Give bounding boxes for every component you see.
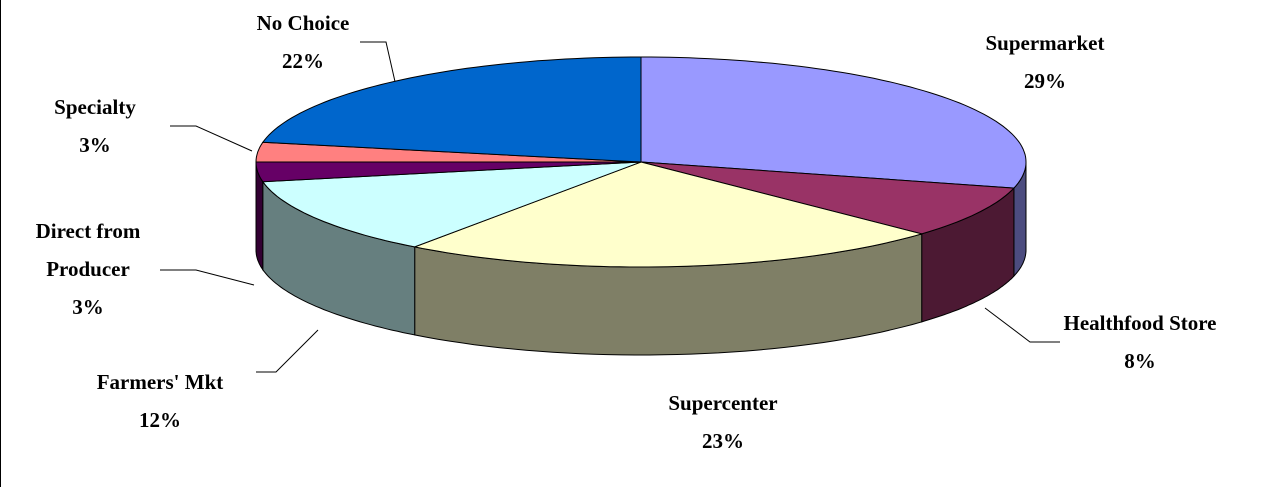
category-label: Healthfood Store: [1063, 311, 1217, 335]
slice-label: Supermarket 29%: [945, 24, 1145, 100]
category-label: No Choice: [256, 11, 350, 35]
leader-lines: [160, 41, 1060, 373]
slice: [255, 161, 642, 183]
slice-label: Specialty 3%: [20, 88, 170, 164]
category-label: Supercenter: [668, 391, 778, 415]
value-label: 8%: [1124, 349, 1156, 373]
slices: [255, 56, 1027, 268]
category-label: Farmers' Mkt: [96, 370, 224, 394]
value-label: 12%: [139, 408, 181, 432]
category-label: Direct from Producer: [35, 219, 141, 281]
slice-label: Healthfood Store 8%: [1030, 304, 1250, 380]
walls: [255, 162, 1027, 356]
value-label: 3%: [72, 295, 104, 319]
leader-line: [256, 329, 319, 373]
slice: [261, 161, 642, 248]
value-label: 29%: [1024, 69, 1066, 93]
slice-label: No Choice 22%: [223, 4, 383, 80]
leader-line: [170, 125, 253, 152]
slice: [640, 161, 1016, 235]
value-label: 3%: [79, 133, 111, 157]
slice-label: Supercenter 23%: [623, 384, 823, 460]
leader-line: [984, 307, 1060, 343]
slice: [261, 56, 642, 163]
value-label: 22%: [282, 49, 324, 73]
slice: [412, 161, 924, 268]
slice-label: Direct from Producer 3%: [3, 212, 173, 326]
leader-line: [160, 269, 255, 286]
slice-label: Farmers' Mkt 12%: [60, 363, 260, 439]
slice: [640, 56, 1027, 189]
category-label: Specialty: [54, 95, 136, 119]
value-label: 23%: [702, 429, 744, 453]
leader-line: [360, 41, 397, 87]
category-label: Supermarket: [985, 31, 1105, 55]
